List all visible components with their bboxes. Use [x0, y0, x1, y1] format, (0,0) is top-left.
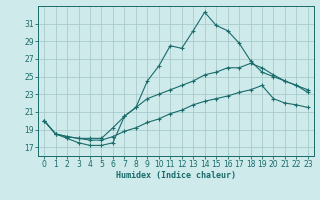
- X-axis label: Humidex (Indice chaleur): Humidex (Indice chaleur): [116, 171, 236, 180]
